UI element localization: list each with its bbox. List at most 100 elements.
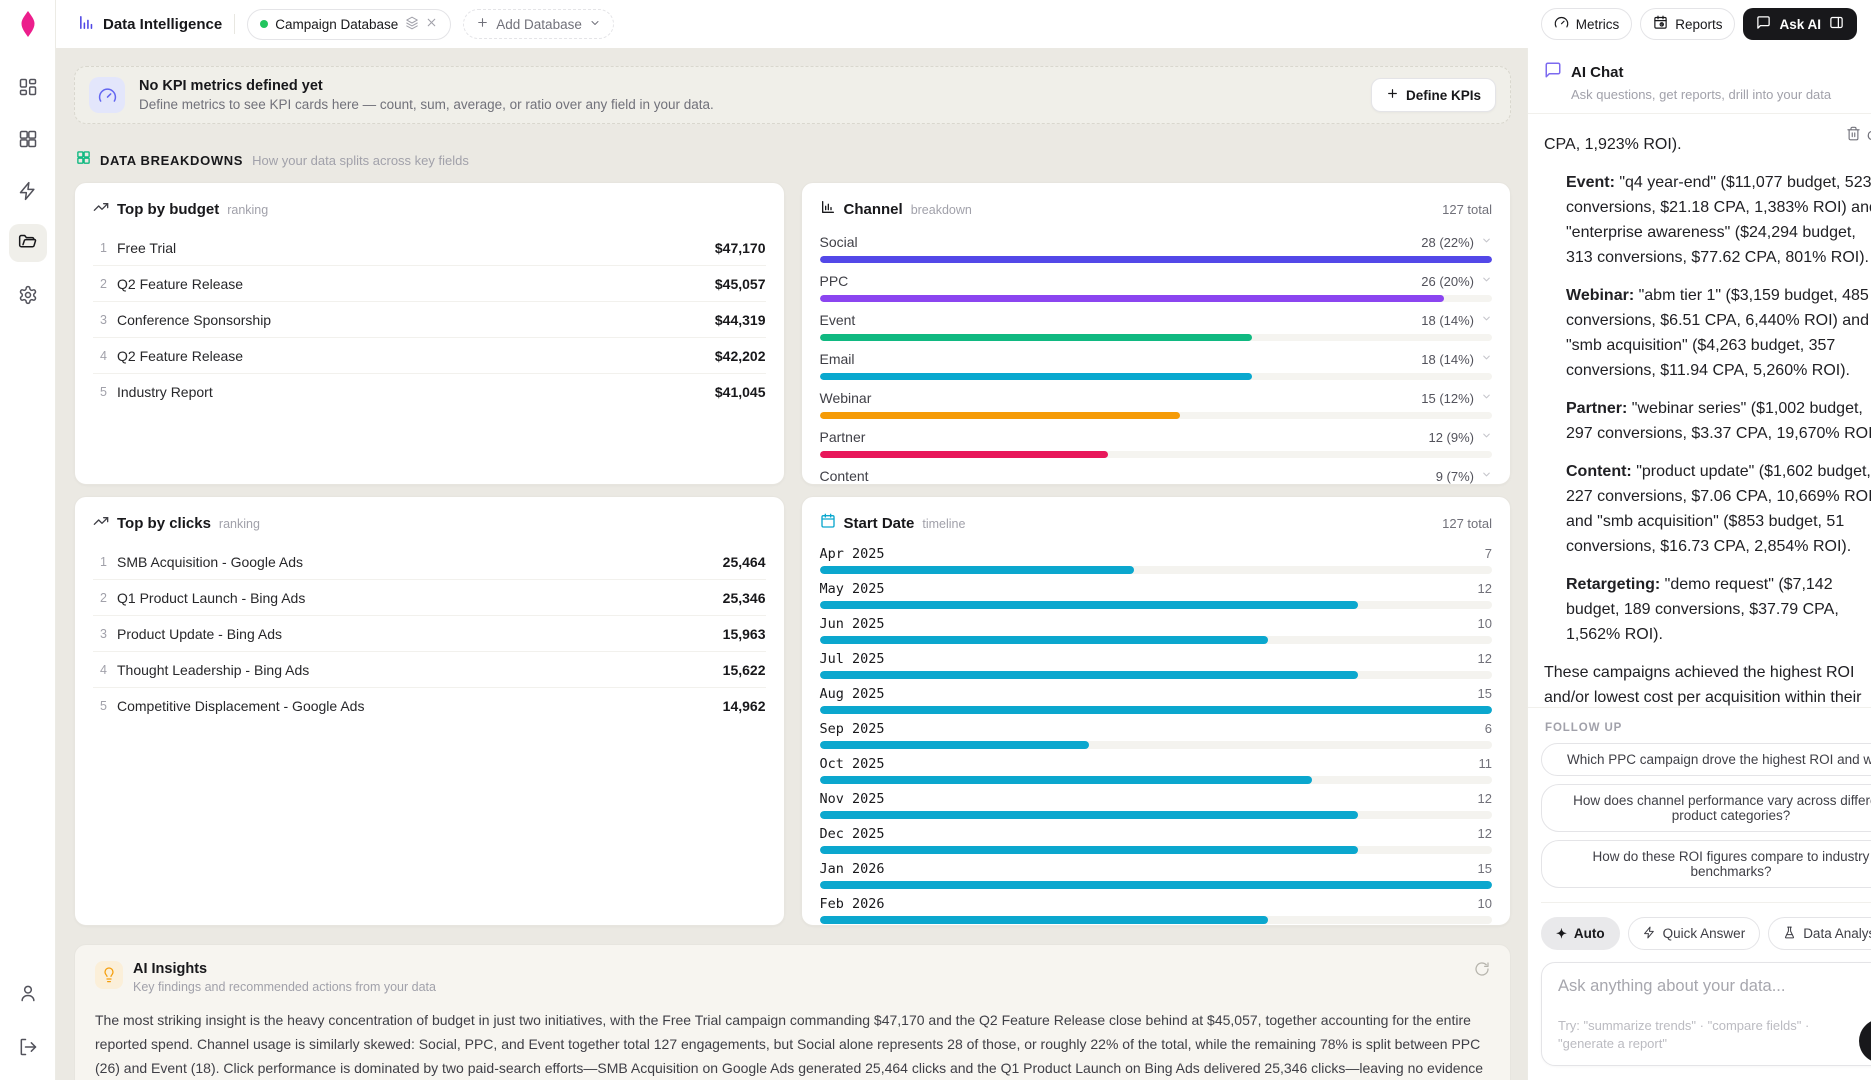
follow-up-chip[interactable]: Which PPC campaign drove the highest ROI… bbox=[1541, 743, 1871, 776]
channel-row[interactable]: Content 9 (7%) bbox=[820, 464, 1493, 484]
channel-row[interactable]: Webinar 15 (12%) bbox=[819, 386, 1492, 425]
timeline-row[interactable]: Feb 2026 10 bbox=[819, 894, 1492, 925]
layers-icon[interactable] bbox=[405, 16, 419, 33]
sidebar-item-logout[interactable] bbox=[9, 1028, 47, 1066]
refresh-icon[interactable] bbox=[1474, 961, 1490, 982]
chat-input-hint: Try: "summarize trends" · "compare field… bbox=[1558, 1018, 1810, 1051]
database-pill-label: Campaign Database bbox=[275, 16, 399, 32]
assistant-message: CPA, 1,923% ROI). Event: "q4 year-end" (… bbox=[1544, 132, 1871, 707]
close-icon[interactable] bbox=[425, 16, 438, 32]
bar-fill bbox=[819, 916, 1269, 924]
bar-chart-icon bbox=[78, 14, 95, 35]
chevron-down-icon[interactable] bbox=[1481, 467, 1492, 484]
follow-up-chip[interactable]: How does channel performance vary across… bbox=[1541, 784, 1871, 832]
zap-icon bbox=[18, 181, 38, 201]
timeline-row[interactable]: May 2025 12 bbox=[819, 579, 1492, 614]
channel-row[interactable]: Social 28 (22%) bbox=[819, 230, 1492, 269]
sidebar-item-apps[interactable] bbox=[9, 120, 47, 158]
table-row[interactable]: 4 Thought Leadership - Bing Ads 15,622 bbox=[93, 652, 766, 688]
gear-icon bbox=[18, 285, 38, 305]
section-title: DATA BREAKDOWNS bbox=[100, 152, 244, 168]
mode-auto-label: Auto bbox=[1573, 926, 1605, 941]
bar-fill bbox=[819, 373, 1252, 380]
bar-track bbox=[819, 334, 1492, 341]
mode-quick-answer[interactable]: Quick Answer bbox=[1627, 917, 1761, 950]
chevron-down-icon[interactable] bbox=[1481, 350, 1492, 368]
channel-row[interactable]: Email 18 (14%) bbox=[819, 347, 1492, 386]
table-row[interactable]: 3 Conference Sponsorship $44,319 bbox=[93, 302, 766, 338]
database-pill[interactable]: Campaign Database bbox=[247, 8, 452, 40]
timeline-row[interactable]: Jul 2025 12 bbox=[819, 649, 1492, 684]
timeline-row[interactable]: Jan 2026 15 bbox=[819, 859, 1492, 894]
channel-row[interactable]: Partner 12 (9%) bbox=[819, 425, 1492, 464]
sidebar-nav bbox=[8, 68, 47, 314]
define-kpis-label: Define KPIs bbox=[1405, 87, 1481, 103]
ask-ai-button[interactable]: Ask AI bbox=[1743, 8, 1857, 40]
divider bbox=[234, 14, 236, 34]
chevron-down-icon[interactable] bbox=[1481, 311, 1492, 329]
define-kpis-button[interactable]: Define KPIs bbox=[1370, 78, 1496, 112]
table-row[interactable]: 1 SMB Acquisition - Google Ads 25,464 bbox=[93, 544, 766, 580]
rank-value: 25,346 bbox=[722, 589, 766, 606]
mode-analyst-label: Data Analyst bbox=[1803, 926, 1871, 941]
channel-row[interactable]: PPC 26 (20%) bbox=[819, 269, 1492, 308]
sidebar-item-dashboard[interactable] bbox=[9, 68, 47, 106]
sidebar-item-account[interactable] bbox=[9, 974, 47, 1012]
timeline-row[interactable]: Jun 2025 10 bbox=[819, 614, 1492, 649]
sidebar-bottom bbox=[9, 974, 47, 1066]
rank-label: Industry Report bbox=[117, 384, 213, 400]
sidebar-item-settings[interactable] bbox=[9, 276, 47, 314]
chat-clear-button[interactable]: Clear bbox=[1846, 126, 1871, 144]
table-row[interactable]: 3 Product Update - Bing Ads 15,963 bbox=[93, 616, 766, 652]
channel-row[interactable]: Event 18 (14%) bbox=[819, 308, 1492, 347]
timeline-count: 7 bbox=[1484, 546, 1492, 561]
chevron-down-icon[interactable] bbox=[1481, 272, 1492, 290]
table-row[interactable]: 2 Q1 Product Launch - Bing Ads 25,346 bbox=[93, 580, 766, 616]
app-logo[interactable] bbox=[15, 10, 41, 40]
clicks-rank-list: 1 SMB Acquisition - Google Ads 25,464 2 … bbox=[93, 544, 766, 724]
sidebar-item-automations[interactable] bbox=[9, 172, 47, 210]
rank-number: 2 bbox=[100, 590, 107, 605]
mode-auto[interactable]: ✦ Auto bbox=[1541, 917, 1620, 950]
bar-track bbox=[819, 601, 1492, 609]
reports-label: Reports bbox=[1675, 16, 1723, 32]
timeline-row[interactable]: Nov 2025 12 bbox=[819, 789, 1492, 824]
timeline-row[interactable]: Sep 2025 6 bbox=[819, 719, 1492, 754]
chevron-down-icon[interactable] bbox=[1481, 428, 1492, 446]
bar-chart-icon bbox=[820, 199, 836, 220]
table-row[interactable]: 5 Industry Report $41,045 bbox=[93, 374, 765, 410]
bar-track bbox=[819, 741, 1492, 749]
chat-input[interactable] bbox=[1558, 977, 1871, 1003]
timeline-row[interactable]: Aug 2025 15 bbox=[819, 684, 1492, 719]
card-title: Start Date bbox=[843, 515, 915, 532]
reports-button[interactable]: Reports bbox=[1640, 8, 1736, 40]
add-database-button[interactable]: Add Database bbox=[463, 9, 614, 39]
message-paragraph: Webinar: "abm tier 1" ($3,159 budget, 48… bbox=[1566, 283, 1871, 383]
table-row[interactable]: 4 Q2 Feature Release $42,202 bbox=[93, 338, 766, 374]
chevron-down-icon[interactable] bbox=[1481, 233, 1492, 251]
follow-up-chip[interactable]: How do these ROI figures compare to indu… bbox=[1541, 840, 1871, 888]
timeline-count: 15 bbox=[1477, 861, 1492, 876]
card-tag: timeline bbox=[922, 516, 966, 531]
lightbulb-icon bbox=[95, 961, 123, 989]
bar-track bbox=[819, 256, 1492, 263]
table-row[interactable]: 1 Free Trial $47,170 bbox=[93, 230, 766, 266]
message-lead: Event: bbox=[1566, 174, 1615, 191]
user-icon bbox=[18, 983, 38, 1003]
timeline-row[interactable]: Dec 2025 12 bbox=[819, 824, 1492, 859]
rank-label: Q2 Feature Release bbox=[117, 275, 244, 292]
table-row[interactable]: 2 Q2 Feature Release $45,057 bbox=[93, 266, 766, 302]
timeline-row[interactable]: Apr 2025 7 bbox=[819, 544, 1492, 579]
sidebar-item-data[interactable] bbox=[8, 224, 47, 262]
table-row[interactable]: 5 Competitive Displacement - Google Ads … bbox=[93, 688, 765, 724]
metrics-button[interactable]: Metrics bbox=[1540, 8, 1633, 40]
message-paragraph: Retargeting: "demo request" ($7,142 budg… bbox=[1566, 572, 1871, 647]
channel-label: Email bbox=[819, 351, 855, 367]
timeline-row[interactable]: Oct 2025 11 bbox=[819, 754, 1492, 789]
chevron-down-icon[interactable] bbox=[1481, 389, 1492, 407]
send-button[interactable] bbox=[1859, 1019, 1871, 1063]
rank-number: 5 bbox=[100, 385, 107, 399]
message-text: These campaigns achieved the highest ROI… bbox=[1544, 664, 1862, 706]
chat-panel: AI Chat Ask questions, get reports, dril… bbox=[1527, 48, 1871, 1080]
mode-data-analyst[interactable]: Data Analyst bbox=[1768, 917, 1871, 950]
